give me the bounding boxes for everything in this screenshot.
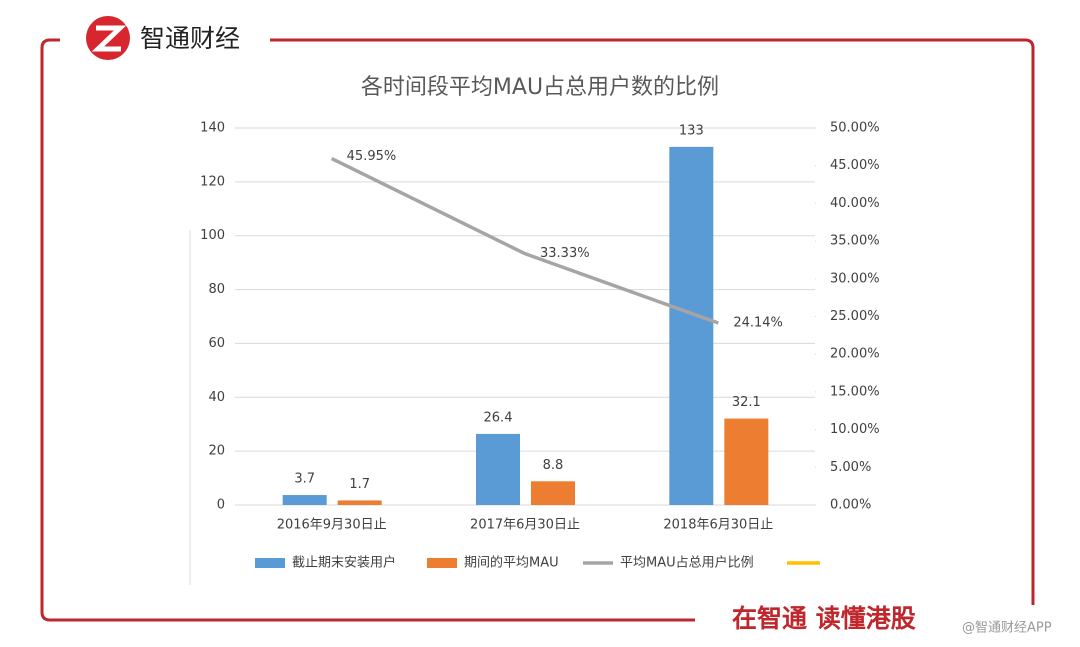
logo-mark [91,25,127,52]
bar [724,418,769,505]
value-label: 24.14% [733,315,783,330]
bar [282,495,327,505]
x-tick-label: 2018年6月30日止 [663,518,773,533]
value-label: 8.8 [543,458,564,473]
legend-label: 截止期末安装用户 [292,555,396,571]
value-label: 33.33% [540,246,590,261]
y-tick-label: 120 [200,174,225,189]
bar [476,433,520,505]
y2-tick-label: 5.00% [830,460,871,475]
legend-label: 期间的平均MAU [464,555,559,571]
y2-tick-label: 15.00% [830,384,880,399]
y2-tick-label: 45.00% [830,158,880,173]
value-label: 45.95% [347,149,397,164]
value-label: 1.7 [349,477,370,492]
y-tick-label: 0 [217,498,225,513]
legend-label: 平均MAU占总用户比例 [620,555,754,571]
brand: 智通财经 [140,24,240,53]
y-tick-label: 140 [200,121,225,136]
y-tick-label: 20 [208,444,225,459]
frame-right [270,38,1035,605]
y2-tick-label: 30.00% [830,271,880,286]
legend-swatch [255,558,285,568]
y-tick-label: 60 [208,336,225,351]
y2-tick-label: 40.00% [830,196,880,211]
y2-tick-label: 35.00% [830,234,880,249]
legend-swatch [427,558,457,568]
y-tick-label: 40 [208,390,225,405]
value-label: 26.4 [484,410,513,425]
y2-tick-label: 20.00% [830,347,880,362]
bar [337,500,382,505]
y-tick-label: 80 [208,282,225,297]
chart-title: 各时间段平均MAU占总用户数的比例 [361,75,719,100]
line [330,156,719,325]
y-tick-label: 100 [200,228,225,243]
x-tick-label: 2016年9月30日止 [277,518,387,533]
slogan: 在智通 读懂港股 [732,604,916,633]
y2-tick-label: 0.00% [830,498,871,513]
x-tick-label: 2017年6月30日止 [470,518,580,533]
y2-tick-label: 25.00% [830,309,880,324]
value-label: 32.1 [732,395,761,410]
y2-tick-label: 10.00% [830,422,880,437]
y2-tick-label: 50.00% [830,121,880,136]
bar [531,481,575,505]
value-label: 3.7 [294,472,315,487]
bar [669,146,714,505]
value-label: 133 [679,123,704,138]
watermark: @智通财经APP [962,621,1052,636]
frame-left [40,38,695,622]
